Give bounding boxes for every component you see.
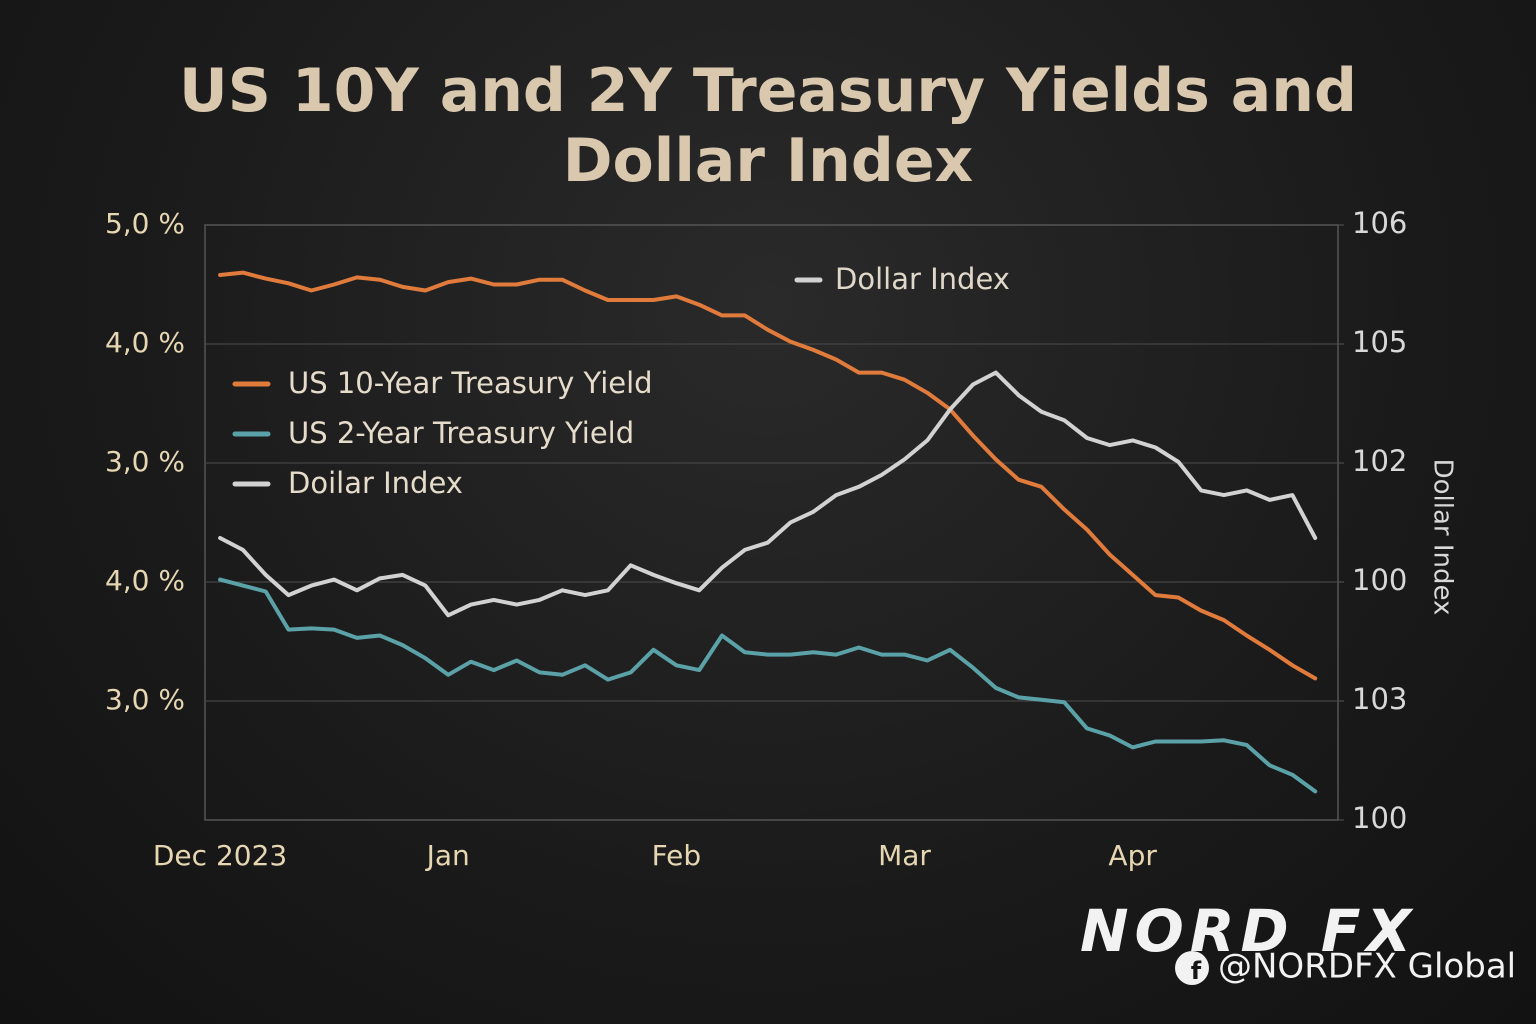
chart-title: US 10Y and 2Y Treasury Yields and Dollar… [179,56,1357,196]
y2-tick-label: 100 [1352,801,1407,835]
watermark: NORD FX [1080,897,1417,965]
legend-label: US 2-Year Treasury Yield [288,416,634,450]
plot-frame [204,224,1339,821]
y2-tick-label: 100 [1352,563,1407,597]
y-tick-label: 3,0 % [105,445,185,478]
legend-label: US 10-Year Treasury Yield [288,366,653,400]
y2-tick-label: 105 [1352,325,1407,359]
y2-tick-label: 102 [1352,444,1407,478]
series-line [218,370,1318,618]
x-tick-label: Feb [652,839,702,872]
y2-axis-label: Dollar Index [1428,459,1458,616]
legend-label: Doilar Index [288,466,463,500]
series-line [218,577,1318,794]
facebook-icon [1175,951,1209,985]
y-tick-label: 3,0 % [105,683,185,716]
y2-tick-label: 106 [1352,206,1407,240]
y-tick-label: 5,0 % [105,207,185,240]
facebook-icon-glyph: f [1191,957,1202,985]
x-tick-label: Jan [425,839,470,872]
x-tick-label: Dec 2023 [153,839,287,872]
y2-tick-label: 103 [1352,682,1407,716]
series-line [218,270,1318,681]
y-tick-label: 4,0 % [105,326,185,359]
social-handle: @NORDFX Global [1218,947,1516,987]
x-tick-label: Mar [878,839,931,872]
x-tick-label: Apr [1108,839,1157,872]
annotation: Dollar Index [835,262,1010,296]
y-tick-label: 4,0 % [105,564,185,597]
